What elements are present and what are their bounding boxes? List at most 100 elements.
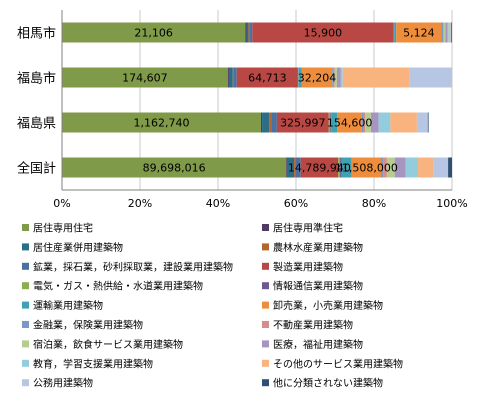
bar-segment xyxy=(448,157,452,178)
bar-segment xyxy=(248,22,250,43)
bar-segment xyxy=(62,112,261,133)
bar-segment xyxy=(386,157,395,178)
category-label: 福島県 xyxy=(17,117,56,132)
bar-segment xyxy=(245,22,247,43)
bar-segment xyxy=(260,112,263,133)
legend-label: 卸売業，小売業用建築物 xyxy=(273,299,383,312)
category-label: 福島市 xyxy=(17,71,56,87)
bars xyxy=(62,22,452,178)
bar-segment xyxy=(262,112,270,133)
data-label: 89,698,016 xyxy=(143,162,206,175)
bar-segment xyxy=(394,157,406,178)
legend-swatch xyxy=(22,340,29,348)
legend-swatch xyxy=(22,282,29,290)
bar-segment xyxy=(271,112,277,133)
legend-swatch xyxy=(262,224,269,231)
legend-swatch xyxy=(262,282,269,290)
legend-swatch xyxy=(262,321,269,328)
x-tick-label: 80% xyxy=(362,197,386,210)
legend-swatch xyxy=(262,340,269,348)
bar-segment xyxy=(328,112,331,133)
bar-segment xyxy=(416,112,428,133)
bar-segment xyxy=(232,67,234,88)
bar-segment xyxy=(405,157,419,178)
bar-segment xyxy=(378,112,391,133)
bar-segment xyxy=(333,67,335,88)
x-tick-label: 20% xyxy=(128,197,152,210)
x-tick-label: 60% xyxy=(284,197,308,210)
bar-segment xyxy=(340,67,343,88)
bar-segment xyxy=(287,157,295,178)
bar-segment xyxy=(236,67,298,88)
bar-segment xyxy=(447,22,449,43)
legend-label: 情報通信業用建築物 xyxy=(273,280,363,293)
data-label: 14,789,940 xyxy=(288,162,351,175)
bar-segment xyxy=(341,157,352,178)
legend-label: 農林水産業用建築物 xyxy=(273,241,363,254)
bar-segment xyxy=(342,67,410,88)
bar-segment xyxy=(409,67,452,88)
legend-label: 公務用建築物 xyxy=(33,377,93,390)
bar-segment xyxy=(351,157,382,178)
bar-segment xyxy=(301,67,333,88)
data-label: 64,713 xyxy=(248,72,287,85)
category-label: 全国計 xyxy=(17,161,56,177)
bar-segment xyxy=(228,67,233,88)
legend-label: その他のサービス業用建築物 xyxy=(273,357,403,370)
data-label: 11,508,000 xyxy=(335,162,398,175)
bar-segment xyxy=(62,67,228,88)
bar-segment xyxy=(441,22,444,43)
bar-segment xyxy=(334,67,337,88)
bar-segment xyxy=(361,112,364,133)
category-label: 相馬市 xyxy=(17,26,56,42)
data-label: 154,600 xyxy=(327,117,373,130)
bar-segment xyxy=(381,157,384,178)
bar-segment xyxy=(276,112,329,133)
data-label: 174,607 xyxy=(122,72,168,85)
data-label: 15,900 xyxy=(304,27,343,40)
bar-segment xyxy=(246,22,249,43)
legend-label: 金融業，保険業用建築物 xyxy=(33,319,143,332)
bar-segment xyxy=(269,112,272,133)
bar-segment xyxy=(336,67,341,88)
legend-label: 他に分類されない建築物 xyxy=(273,377,383,390)
legend-label: 製造業用建築物 xyxy=(273,260,343,273)
legend-swatch xyxy=(262,301,269,309)
bar-segment xyxy=(62,157,287,178)
x-tick-label: 100% xyxy=(436,197,467,210)
x-tick-label: 40% xyxy=(206,197,230,210)
bar-segment xyxy=(332,67,334,88)
bar-segment xyxy=(330,112,332,133)
bar-segment xyxy=(433,157,449,178)
data-label: 32,204 xyxy=(298,72,337,85)
bar-segment xyxy=(445,22,448,43)
data-label: 5,124 xyxy=(403,27,435,40)
data-label: 1,162,740 xyxy=(133,117,189,130)
bar-segment xyxy=(390,112,417,133)
legend-label: 鉱業，採石業，砂利採取業，建設業用建築物 xyxy=(33,260,233,273)
legend-label: 宿泊業，飲食サービス業用建築物 xyxy=(33,338,183,351)
legend-label: 電気・ガス・熱供給・水道業用建築物 xyxy=(33,280,203,293)
bar-segment xyxy=(396,22,442,43)
legend-label: 運輸業用建築物 xyxy=(33,299,103,312)
bar-segment xyxy=(443,22,446,43)
bar-segment xyxy=(363,112,366,133)
legend-swatch xyxy=(22,301,29,309)
legend-label: 医療，福祉用建築物 xyxy=(273,338,363,351)
bar-segment xyxy=(338,157,341,178)
legend-swatch xyxy=(22,224,29,231)
legend-swatch xyxy=(22,359,29,367)
bar-segment xyxy=(370,112,379,133)
bar-segment xyxy=(227,67,229,88)
bar-segment xyxy=(294,157,296,178)
legend-swatch xyxy=(262,243,269,251)
legend-swatch xyxy=(262,359,269,367)
legend-swatch xyxy=(262,262,269,270)
legend-label: 不動産業用建築物 xyxy=(273,319,353,332)
data-label: 325,997 xyxy=(280,117,326,130)
legend-swatch xyxy=(22,379,29,387)
data-labels: 21,106 15,900 5,124 174,607 64,713 32,204 1,16… xyxy=(122,27,434,175)
